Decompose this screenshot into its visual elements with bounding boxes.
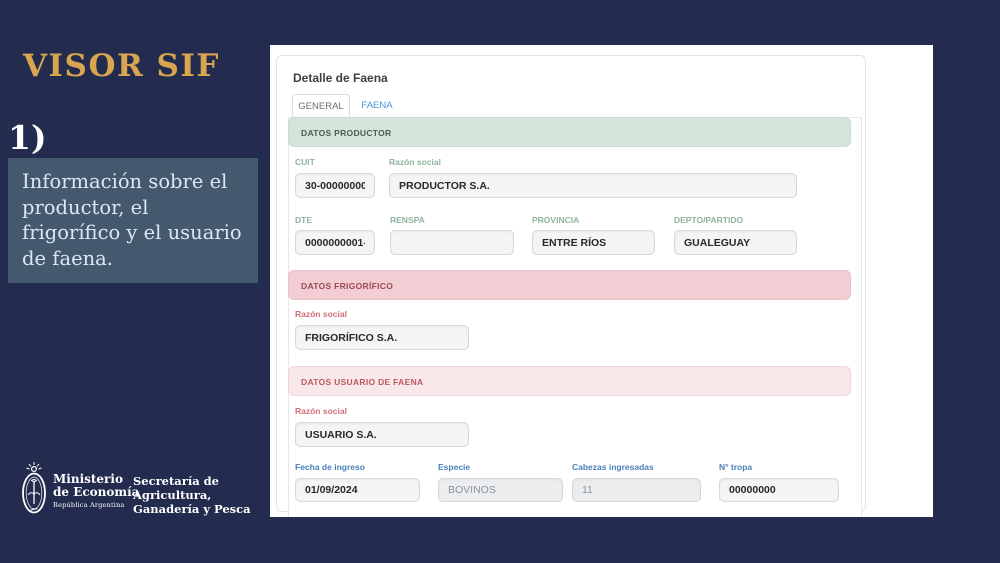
depto-partido-label: DEPTO/PARTIDO	[674, 215, 744, 225]
secretary-logotype: Secretaría de Agricultura, Ganadería y P…	[133, 474, 270, 516]
numero-tropa-label: N° tropa	[719, 462, 753, 472]
secretary-line2: Ganadería y Pesca	[133, 501, 251, 516]
fecha-ingreso-input[interactable]	[295, 478, 420, 502]
provincia-input[interactable]	[532, 230, 655, 255]
depto-partido-input[interactable]	[674, 230, 797, 255]
ministry-line1: Ministerio	[53, 472, 123, 486]
section-header-usuario: DATOS USUARIO DE FAENA	[288, 366, 851, 396]
especie-label: Especie	[438, 462, 471, 472]
cuit-label: CUIT	[295, 157, 315, 167]
cabezas-ingresadas-input[interactable]	[572, 478, 701, 502]
section-header-frigorifico: DATOS FRIGORÍFICO	[288, 270, 851, 300]
step-number: 1)	[8, 118, 47, 157]
note-text: Información sobre el productor, el frigo…	[22, 170, 242, 271]
dte-label: DTE	[295, 215, 312, 225]
cabezas-ingresadas-label: Cabezas ingresadas	[572, 462, 654, 472]
razon-social-usuario-label: Razón social	[295, 406, 347, 416]
footer-branding: Ministerio de Economía República Argenti…	[0, 455, 270, 525]
especie-input[interactable]	[438, 478, 563, 502]
ministry-line2: de Economía	[53, 484, 140, 499]
razon-social-frigorifico-label: Razón social	[295, 309, 347, 319]
numero-tropa-input[interactable]	[719, 478, 839, 502]
note-box: Información sobre el productor, el frigo…	[8, 158, 258, 283]
razon-social-usuario-input[interactable]	[295, 422, 469, 447]
cuit-input[interactable]	[295, 173, 375, 198]
razon-social-frigorifico-input[interactable]	[295, 325, 469, 350]
ministry-logotype: Ministerio de Economía República Argenti…	[53, 473, 139, 509]
secretary-line1: Secretaría de Agricultura,	[133, 474, 220, 502]
tab-faena[interactable]: FAENA	[361, 100, 393, 111]
razon-social-productor-input[interactable]	[389, 173, 797, 198]
card-title: Detalle de Faena	[293, 71, 388, 85]
argentina-coat-of-arms-icon	[22, 462, 46, 514]
app-screenshot: Detalle de Faena GENERAL FAENA DATOS PRO…	[270, 45, 933, 517]
renspa-input[interactable]	[390, 230, 514, 255]
ministry-subtitle: República Argentina	[53, 500, 125, 509]
razon-social-productor-label: Razón social	[389, 157, 441, 167]
renspa-label: RENSPA	[390, 215, 425, 225]
section-header-productor: DATOS PRODUCTOR	[288, 117, 851, 147]
slide-title: VISOR SIF	[23, 48, 220, 84]
dte-input[interactable]	[295, 230, 375, 255]
tab-general[interactable]: GENERAL	[292, 94, 350, 118]
provincia-label: PROVINCIA	[532, 215, 580, 225]
fecha-ingreso-label: Fecha de ingreso	[295, 462, 365, 472]
